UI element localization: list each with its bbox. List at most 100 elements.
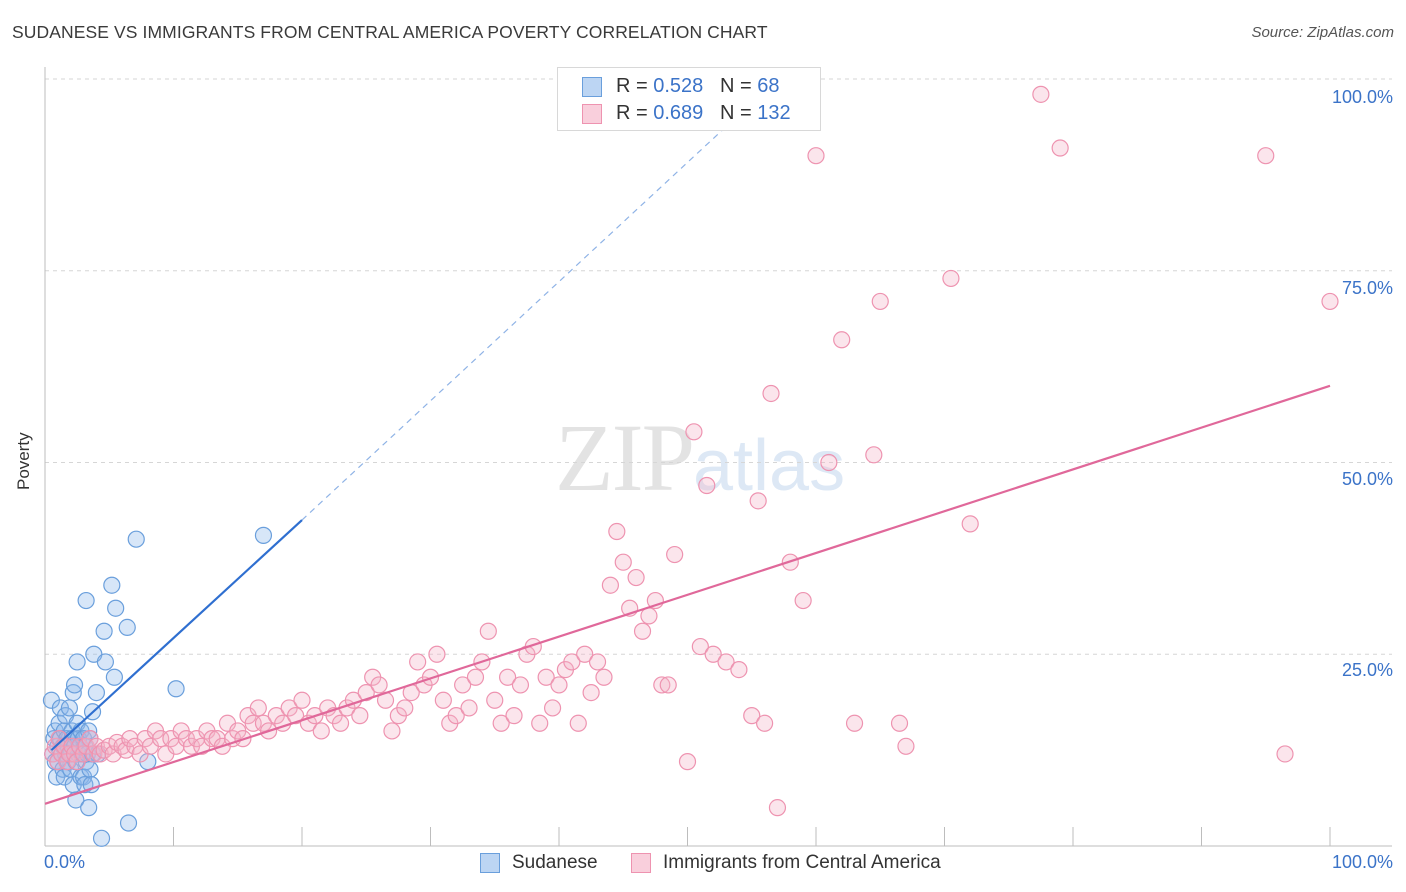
- point-sudanese-57: [92, 829, 111, 847]
- point-central-america-85: [479, 622, 497, 640]
- point-central-america-133: [865, 446, 883, 464]
- point-central-america-132: [845, 714, 864, 732]
- point-central-america-86: [486, 691, 504, 709]
- point-sudanese-47: [80, 799, 98, 817]
- x-tick-label-100: 100.0%: [1331, 852, 1393, 872]
- point-central-america-120: [717, 653, 735, 671]
- point-sudanese-44: [77, 591, 95, 610]
- bottom-legend: Sudanese Immigrants from Central America: [0, 852, 1406, 878]
- point-central-america-116: [685, 423, 703, 441]
- y-tick-label-100: 100.0%: [1331, 87, 1393, 107]
- point-central-america-109: [633, 622, 652, 640]
- watermark: ZIPatlas: [555, 404, 846, 511]
- point-sudanese-28: [65, 676, 84, 694]
- point-central-america-98: [563, 653, 581, 671]
- point-central-america-138: [961, 515, 979, 533]
- y-axis-label: Poverty: [14, 432, 33, 490]
- point-central-america-131: [833, 331, 851, 349]
- point-central-america-142: [1276, 745, 1294, 763]
- point-sudanese-59: [96, 653, 114, 671]
- point-central-america-112: [653, 676, 671, 694]
- point-central-america-126: [768, 799, 787, 817]
- point-central-america-94: [537, 668, 555, 686]
- point-sudanese-51: [82, 776, 100, 794]
- point-central-america-55: [286, 707, 305, 725]
- point-central-america-93: [531, 714, 549, 732]
- point-central-america-68: [370, 676, 388, 694]
- point-central-america-87: [492, 714, 510, 732]
- point-sudanese-60: [103, 576, 121, 594]
- point-central-america-117: [691, 637, 709, 656]
- point-central-america-108: [627, 568, 645, 587]
- point-central-america-135: [890, 714, 909, 732]
- point-central-america-139: [1032, 85, 1050, 103]
- point-central-america-140: [1051, 139, 1069, 157]
- legend-n-value-sudanese: 68: [757, 75, 780, 97]
- chart-title: SUDANESE VS IMMIGRANTS FROM CENTRAL AMER…: [12, 22, 768, 42]
- point-sudanese-64: [119, 814, 138, 832]
- legend-swatch-central-america: [582, 104, 602, 124]
- point-central-america-56: [293, 691, 311, 709]
- point-central-america-80: [447, 707, 465, 725]
- point-central-america-66: [357, 683, 375, 702]
- point-central-america-130: [820, 453, 838, 472]
- point-central-america-96: [550, 676, 568, 694]
- point-sudanese-55: [87, 683, 106, 702]
- point-central-america-82: [460, 699, 478, 717]
- point-central-america-102: [588, 653, 607, 671]
- point-central-america-136: [897, 737, 915, 755]
- point-central-america-106: [614, 553, 632, 571]
- point-central-america-101: [582, 683, 600, 702]
- point-central-america-74: [409, 653, 427, 671]
- y-tick-label-75: 75.0%: [1341, 278, 1393, 298]
- point-sudanese-21: [60, 699, 79, 717]
- point-central-america-89: [505, 707, 523, 725]
- y-tick-label-50: 50.0%: [1341, 469, 1393, 489]
- point-sudanese-61: [105, 668, 123, 686]
- point-central-america-105: [608, 522, 626, 541]
- legend: R = 0.528 N = 68 R = 0.689 N = 132: [557, 67, 821, 131]
- point-central-america-119: [704, 645, 722, 663]
- legend-n-value-central-america: 132: [757, 102, 791, 124]
- point-central-america-104: [601, 576, 620, 594]
- point-central-america-95: [543, 699, 562, 717]
- point-central-america-90: [511, 676, 530, 694]
- source-label: Source: ZipAtlas.com: [1251, 24, 1394, 41]
- legend-swatch-sudanese: [582, 77, 602, 97]
- trend-line-central-america: [44, 384, 1331, 805]
- x-tick-label-0: 0.0%: [44, 852, 86, 872]
- point-central-america-121: [730, 660, 748, 679]
- point-sudanese-62: [107, 599, 125, 617]
- point-central-america-137: [942, 269, 960, 288]
- point-central-america-115: [678, 753, 697, 771]
- point-central-america-81: [454, 676, 472, 694]
- point-central-america-113: [659, 676, 677, 694]
- point-central-america-100: [576, 645, 594, 663]
- point-central-america-143: [1321, 292, 1339, 311]
- point-central-america-128: [794, 591, 812, 610]
- point-sudanese-58: [95, 622, 113, 640]
- point-central-america-122: [743, 707, 761, 725]
- point-central-america-99: [569, 714, 587, 732]
- point-central-america-49: [249, 699, 267, 717]
- point-central-america-125: [762, 384, 780, 403]
- point-central-america-129: [807, 147, 825, 165]
- point-central-america-70: [383, 722, 401, 740]
- point-central-america-141: [1257, 147, 1275, 165]
- point-central-america-134: [871, 292, 889, 311]
- point-sudanese-67: [167, 680, 185, 698]
- y-tick-label-25: 25.0%: [1341, 660, 1393, 680]
- point-central-america-59: [312, 722, 330, 740]
- legend-r-value-central-america: 0.689: [653, 102, 704, 124]
- point-central-america-77: [428, 645, 446, 663]
- point-central-america-124: [755, 714, 774, 732]
- point-central-america-114: [666, 545, 684, 564]
- trend-line-sudanese: [50, 519, 303, 751]
- point-central-america-72: [396, 699, 414, 717]
- point-central-america-83: [466, 668, 485, 686]
- point-central-america-65: [351, 707, 369, 725]
- point-central-america-62: [331, 714, 350, 732]
- point-central-america-123: [749, 492, 767, 510]
- point-sudanese-63: [118, 618, 136, 637]
